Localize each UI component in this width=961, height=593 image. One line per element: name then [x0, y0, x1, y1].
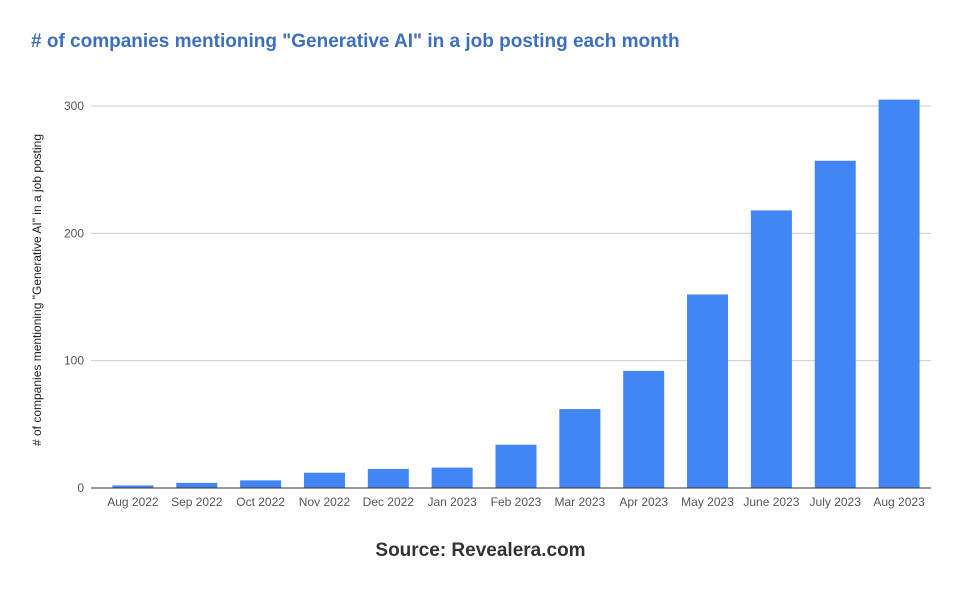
bar-jan-2023 [431, 467, 473, 488]
x-tick-label: Jan 2023 [427, 495, 477, 509]
grid-lines [91, 105, 931, 489]
bar-oct-2022 [240, 480, 282, 488]
source-annotation: Source: Revealera.com [375, 540, 586, 561]
bar-nov-2022 [303, 472, 345, 488]
x-tick-label: Nov 2022 [299, 495, 351, 509]
bar-apr-2023 [623, 370, 665, 488]
y-tick-labels: 0 100 200 300 [64, 99, 84, 495]
bar-aug-2022 [112, 485, 154, 488]
chart-title: # of companies mentioning "Generative AI… [31, 31, 680, 52]
bar-may-2023 [687, 294, 729, 488]
y-tick-label: 0 [77, 481, 84, 495]
x-tick-labels: Aug 2022 Sep 2022 Oct 2022 Nov 2022 Dec 2022… [107, 495, 925, 509]
bar-sep-2022 [176, 482, 218, 488]
bar-mar-2023 [559, 409, 601, 488]
bars [91, 99, 931, 489]
bar-july-2023 [814, 160, 856, 488]
x-tick-label: Aug 2023 [873, 495, 925, 509]
x-tick-label: May 2023 [681, 495, 734, 509]
x-tick-label: Oct 2022 [236, 495, 285, 509]
bar-june-2023 [750, 210, 792, 488]
y-axis-label: # of companies mentioning "Generative AI… [30, 134, 44, 446]
y-tick-label: 300 [64, 99, 84, 113]
bar-feb-2023 [495, 444, 537, 488]
x-tick-label: Sep 2022 [171, 495, 223, 509]
bar-aug-2023 [878, 99, 920, 488]
bar-dec-2022 [367, 468, 409, 488]
y-tick-label: 100 [64, 354, 84, 368]
x-tick-label: June 2023 [743, 495, 799, 509]
x-tick-label: Aug 2022 [107, 495, 159, 509]
x-tick-label: Mar 2023 [554, 495, 605, 509]
x-tick-label: Dec 2022 [363, 495, 415, 509]
x-tick-label: July 2023 [810, 495, 862, 509]
x-tick-label: Apr 2023 [619, 495, 668, 509]
y-tick-label: 200 [64, 226, 84, 240]
x-tick-label: Feb 2023 [491, 495, 542, 509]
